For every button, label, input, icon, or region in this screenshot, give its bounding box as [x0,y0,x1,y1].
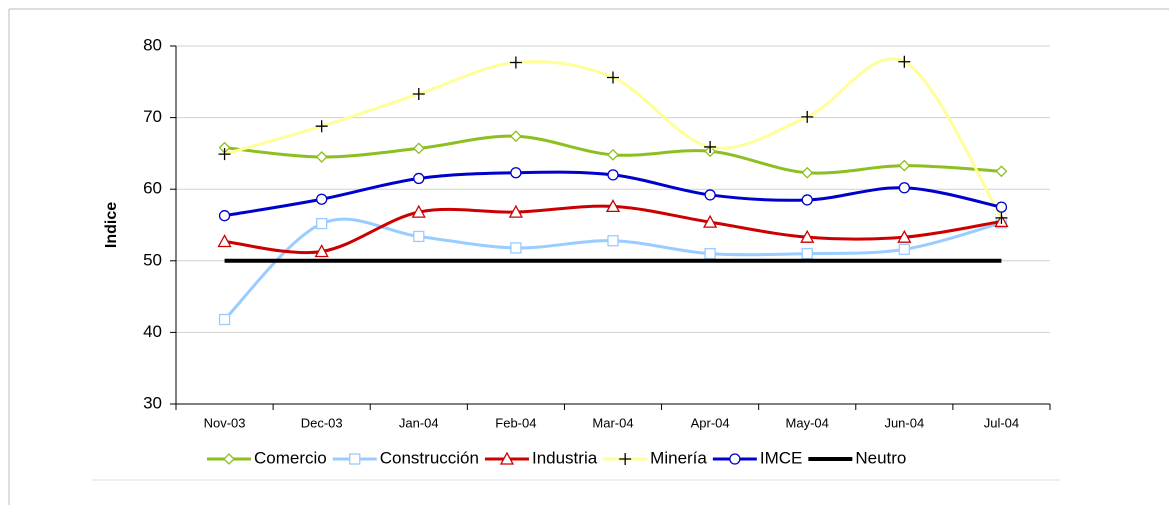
x-tick-label: Jun-04 [884,415,924,430]
legend-marker [619,453,632,465]
data-point [217,234,232,248]
data-point [703,214,718,228]
data-point [995,165,1008,178]
legend-label: Neutro [855,448,906,467]
data-point [704,189,716,201]
data-point [509,56,522,69]
data-point [995,201,1008,213]
data-point [315,120,328,133]
x-tick-label: Jul-04 [984,415,1019,430]
legend-label: Construcción [380,448,479,467]
data-point [800,229,815,243]
y-tick-label: 60 [143,179,162,198]
data-point [801,194,813,206]
data-point [607,71,619,84]
data-point [897,229,912,243]
data-point [607,169,619,181]
x-tick-label: Jan-04 [399,415,439,430]
data-point [995,211,1008,224]
data-point [413,230,425,243]
data-point [898,55,911,68]
legend-marker [223,453,235,465]
legend-label: Minería [650,448,707,467]
data-point [898,182,910,194]
data-point [412,142,425,155]
legend-label: IMCE [760,448,803,467]
data-point [607,148,619,161]
data-point [413,172,425,185]
data-point [412,87,425,100]
data-point [510,167,522,179]
legend-marker [499,451,515,465]
x-tick-label: Mar-04 [592,415,633,430]
legend-marker [349,453,361,465]
data-point [801,166,814,179]
x-tick-label: Nov-03 [204,415,246,430]
x-tick-label: Apr-04 [691,415,730,430]
data-point [898,159,911,172]
data-point [801,247,813,260]
y-tick-label: 40 [143,322,162,341]
data-point [801,110,814,123]
data-point [411,204,426,218]
legend-marker [729,453,741,465]
x-tick-label: May-04 [786,415,829,430]
data-point [898,243,910,255]
legend-label: Industria [532,448,598,467]
y-tick-label: 50 [143,250,162,269]
legend-label: Comercio [254,448,327,467]
data-point [704,140,717,153]
data-point [316,193,328,205]
data-point [605,199,621,213]
y-axis-label: Indice [103,202,120,248]
x-tick-label: Dec-03 [301,415,343,430]
x-tick-label: Feb-04 [495,415,536,430]
series-line [224,57,1003,219]
data-point [508,204,523,218]
data-point [509,130,522,143]
data-point [314,244,329,258]
data-point [315,151,328,163]
data-point [704,247,716,260]
series-line [223,217,1002,321]
data-point [218,313,231,326]
y-tick-label: 30 [143,393,162,412]
data-point [218,148,231,161]
y-tick-label: 70 [143,107,162,126]
data-point [316,217,328,230]
data-point [607,235,619,247]
data-point [218,210,231,222]
y-tick-label: 80 [143,35,162,54]
data-point [510,242,522,254]
